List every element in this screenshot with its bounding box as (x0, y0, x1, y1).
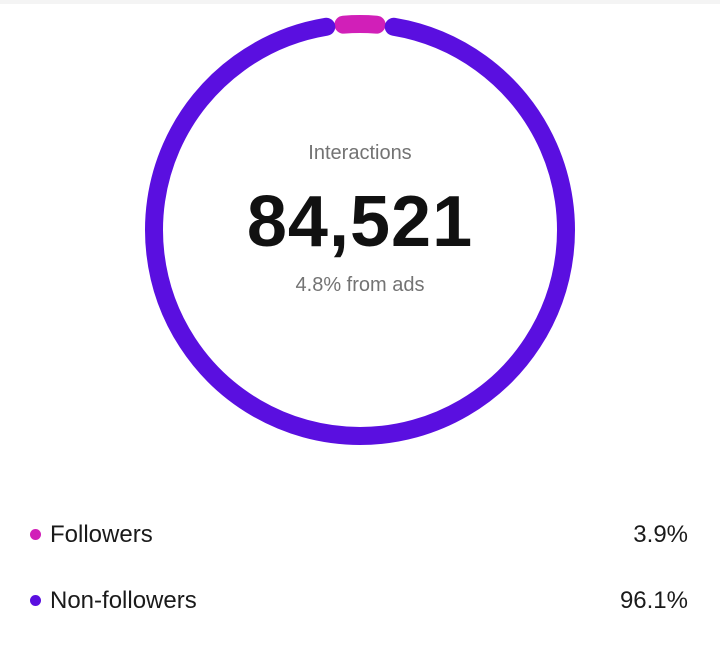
interactions-donut-chart: Interactions 84,521 4.8% from ads (145, 15, 575, 445)
legend-label-followers: Followers (50, 521, 153, 548)
donut-segment-non-followers (145, 17, 575, 445)
donut-center-ads-note: 4.8% from ads (295, 274, 425, 296)
legend-dot-followers (30, 529, 41, 540)
legend-row-followers: Followers 3.9% (0, 515, 720, 555)
donut-center-label: Interactions (308, 142, 412, 164)
legend-row-non-followers: Non-followers 96.1% (0, 581, 720, 621)
legend-value-followers: 3.9% (633, 521, 688, 548)
top-divider (0, 0, 720, 4)
donut-segment-followers (334, 15, 386, 34)
donut-ring (145, 15, 575, 445)
donut-center-total: 84,521 (246, 182, 474, 262)
legend-value-non-followers: 96.1% (619, 587, 688, 614)
legend-label-non-followers: Non-followers (50, 587, 197, 614)
legend-dot-non-followers (30, 595, 41, 606)
